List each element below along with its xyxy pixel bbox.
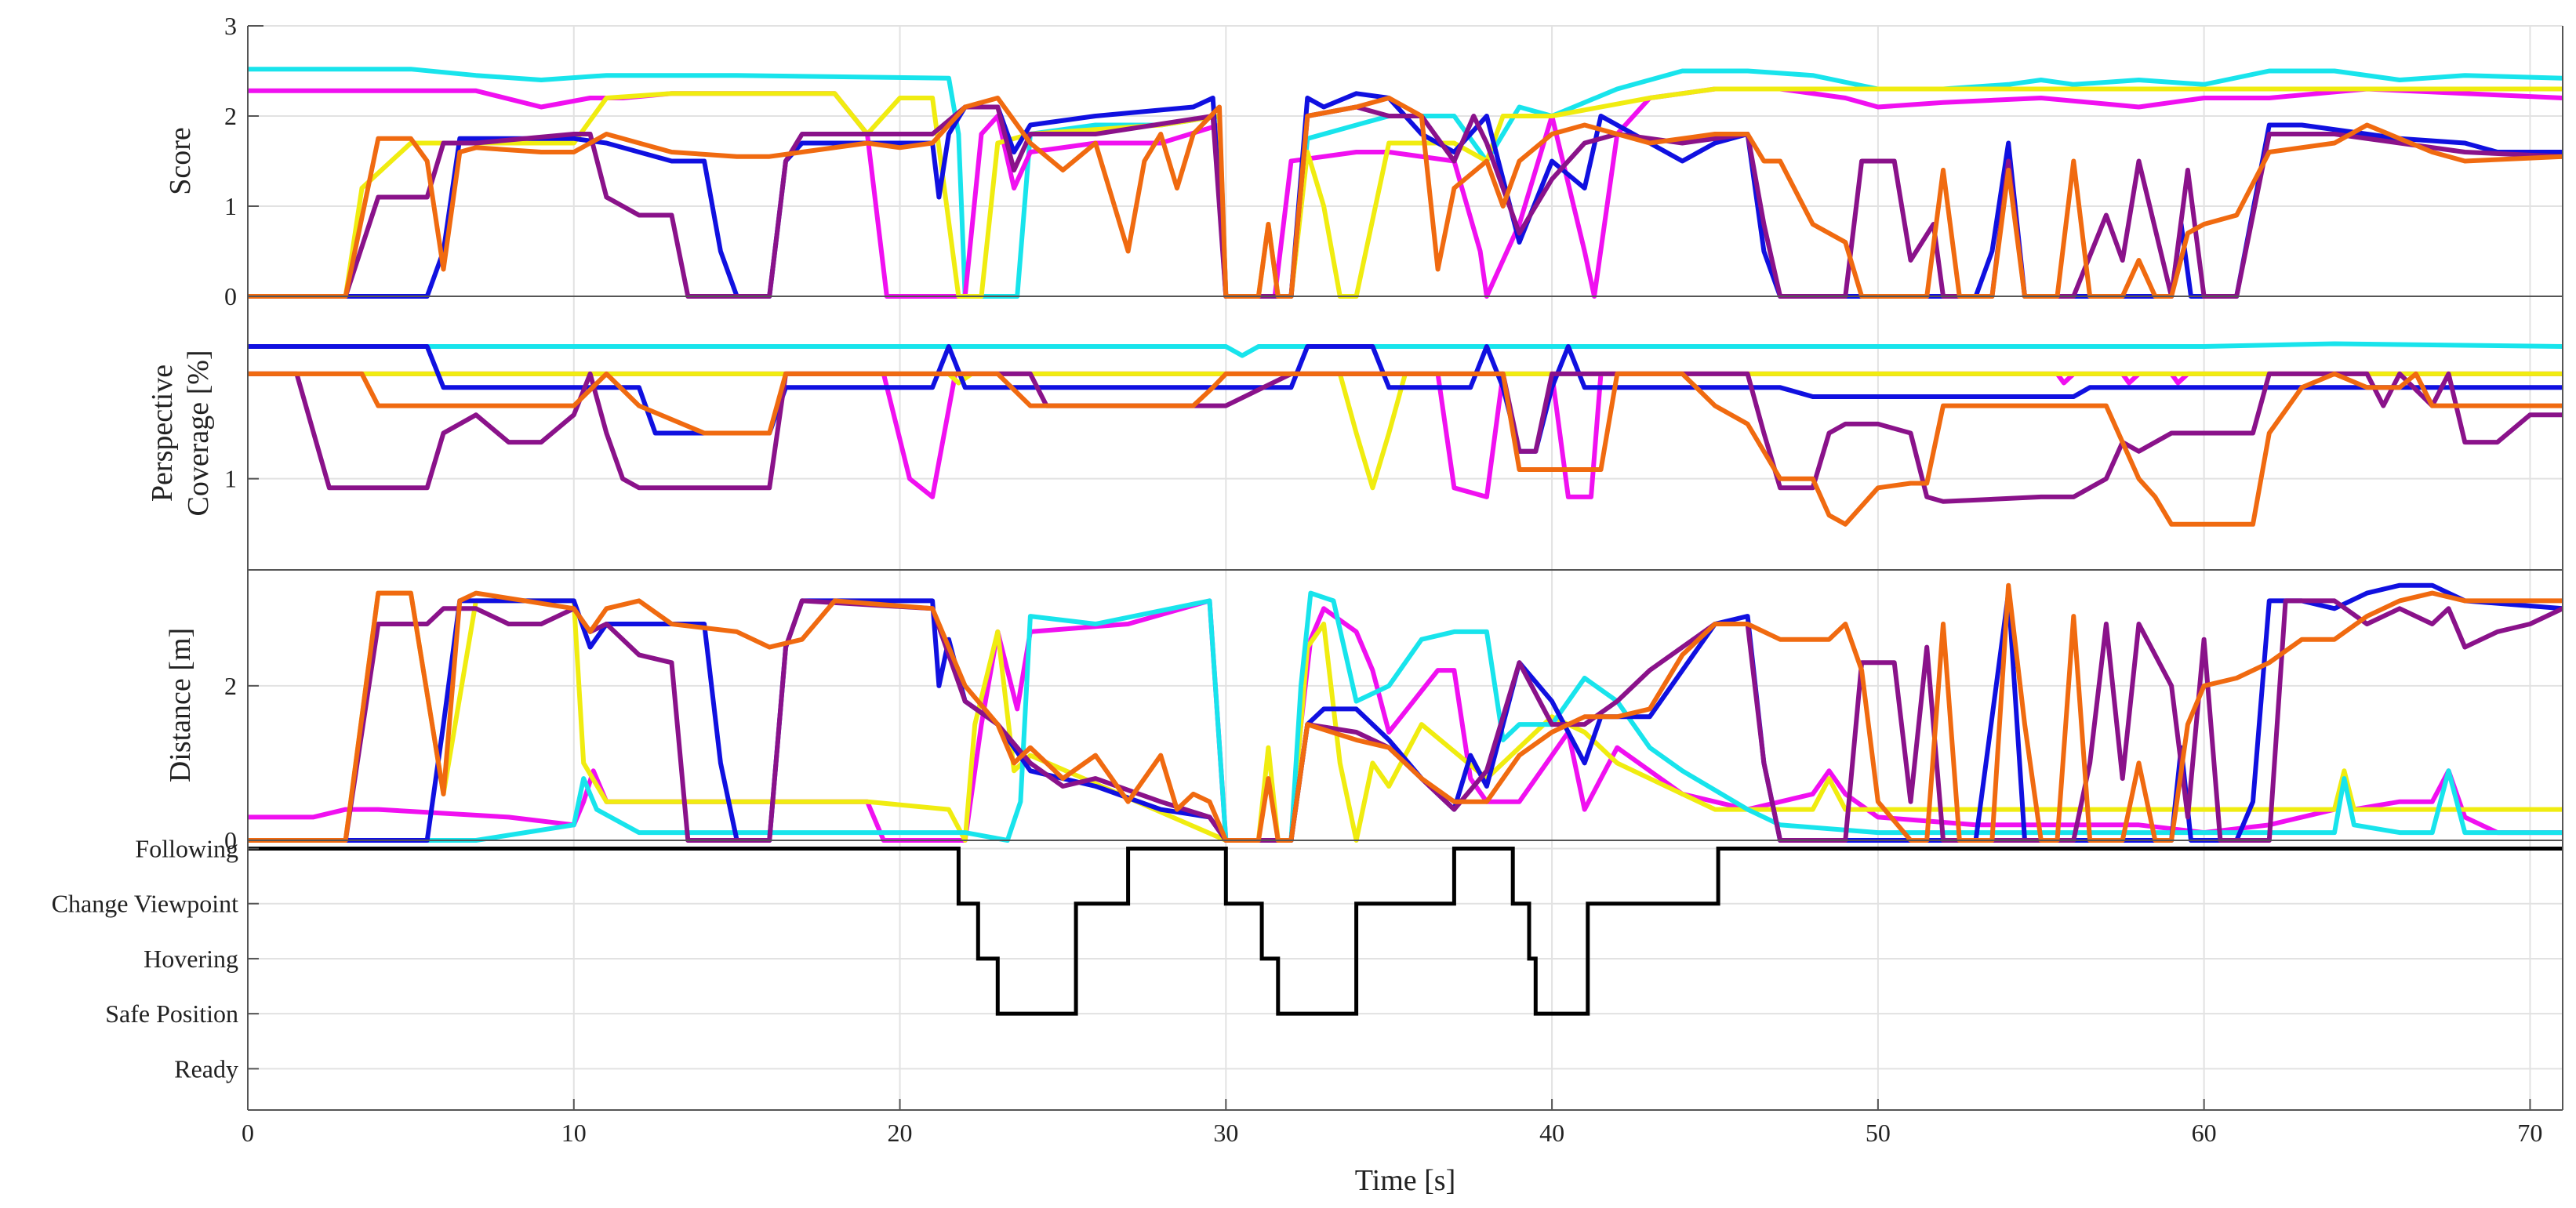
label-layer: 0 1 2 3 Score 1 Perspective Coverage [%] 0 2 Dista… — [52, 12, 2543, 1197]
cyan-series-line — [248, 67, 2563, 299]
y-axis-title: Distance [m] — [164, 628, 197, 782]
y-axis-title: Coverage [%] — [182, 350, 215, 516]
y-tick-label: 0 — [224, 826, 237, 854]
x-tick-label: 10 — [561, 1119, 587, 1147]
state-label: Hovering — [144, 945, 238, 973]
state-label: Ready — [174, 1054, 238, 1083]
state-label: Change Viewpoint — [52, 890, 238, 918]
orange-series-line — [248, 582, 2563, 843]
y-tick-label: 1 — [224, 192, 237, 220]
x-tick-label: 0 — [242, 1119, 254, 1147]
cyan-series-line — [248, 341, 2563, 358]
state-label: Following — [135, 835, 238, 863]
y-tick-label: 3 — [224, 12, 237, 40]
state-series-line — [248, 847, 2563, 1016]
y-tick-label: 0 — [224, 282, 237, 310]
purple-series-line — [248, 598, 2563, 843]
x-tick-label: 20 — [888, 1119, 913, 1147]
x-tick-label: 70 — [2517, 1119, 2542, 1147]
y-tick-label: 2 — [224, 102, 237, 130]
x-tick-label: 40 — [1539, 1119, 1564, 1147]
purple-series-line — [248, 104, 2563, 299]
y-tick-label: 2 — [224, 672, 237, 700]
yellow-series-line — [248, 371, 2563, 491]
series-layer — [248, 67, 2563, 1016]
x-tick-label: 50 — [1866, 1119, 1891, 1147]
y-axis-title: Perspective — [146, 365, 179, 502]
axis-layer — [247, 25, 2563, 1111]
orange-series-line — [248, 371, 2563, 527]
y-axis-title: Score — [164, 127, 197, 195]
x-tick-label: 60 — [2192, 1119, 2217, 1147]
state-label: Safe Position — [105, 999, 238, 1028]
x-tick-label: 30 — [1213, 1119, 1238, 1147]
x-axis-title: Time [s] — [1355, 1164, 1455, 1197]
y-tick-label: 1 — [224, 465, 237, 493]
